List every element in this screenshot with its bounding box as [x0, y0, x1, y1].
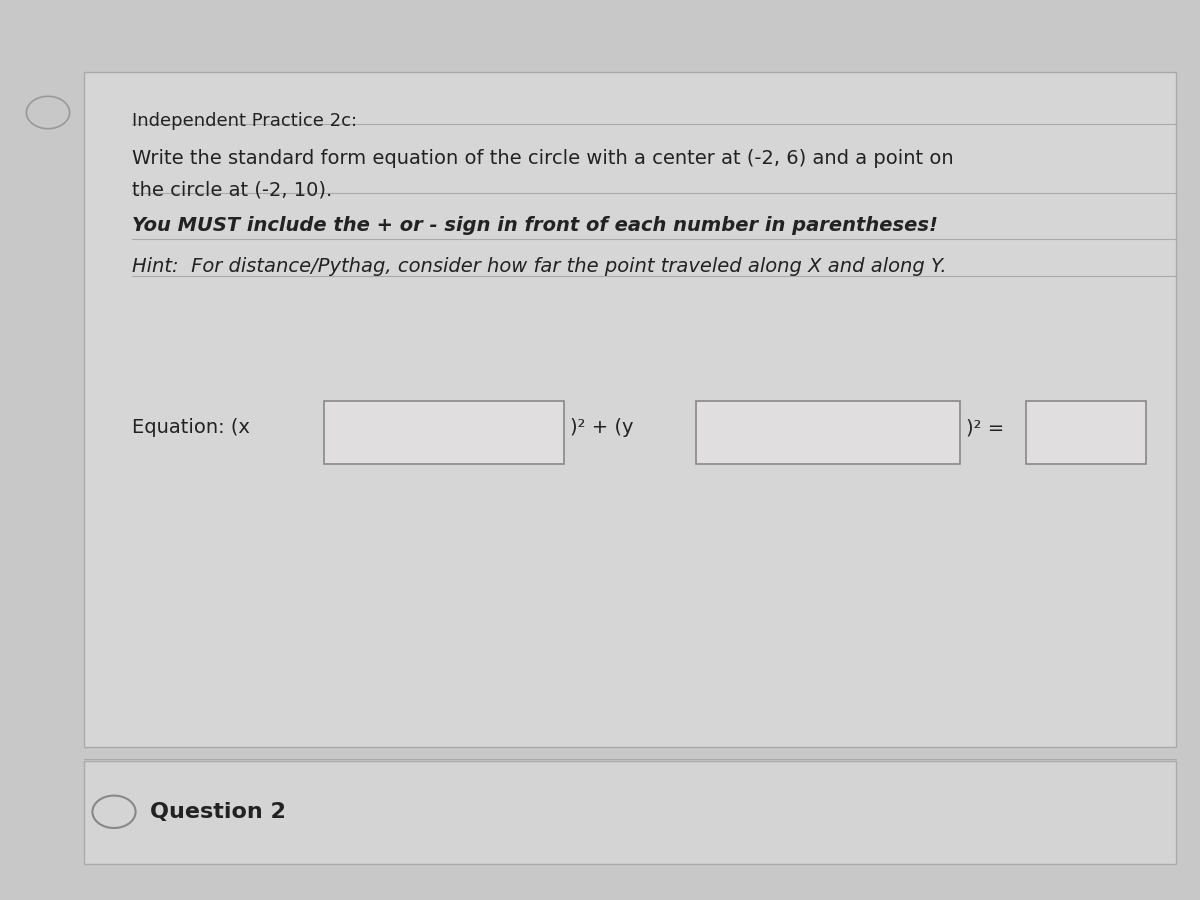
Text: You MUST include the + or - sign in front of each number in parentheses!: You MUST include the + or - sign in fron… [132, 216, 938, 235]
Text: Independent Practice 2c:: Independent Practice 2c: [132, 112, 358, 130]
FancyBboxPatch shape [324, 400, 564, 464]
FancyBboxPatch shape [1026, 400, 1146, 464]
FancyBboxPatch shape [84, 760, 1176, 864]
Text: Question 2: Question 2 [150, 802, 286, 822]
Text: Hint:  For distance/Pythag, consider how far the point traveled along X and alon: Hint: For distance/Pythag, consider how … [132, 256, 947, 275]
Text: )² + (y: )² + (y [570, 418, 634, 437]
Text: )² =: )² = [966, 418, 1004, 437]
Text: Write the standard form equation of the circle with a center at (-2, 6) and a po: Write the standard form equation of the … [132, 148, 954, 167]
FancyBboxPatch shape [696, 400, 960, 464]
Text: the circle at (-2, 10).: the circle at (-2, 10). [132, 180, 332, 199]
Text: Equation: (x: Equation: (x [132, 418, 250, 437]
FancyBboxPatch shape [84, 72, 1176, 747]
